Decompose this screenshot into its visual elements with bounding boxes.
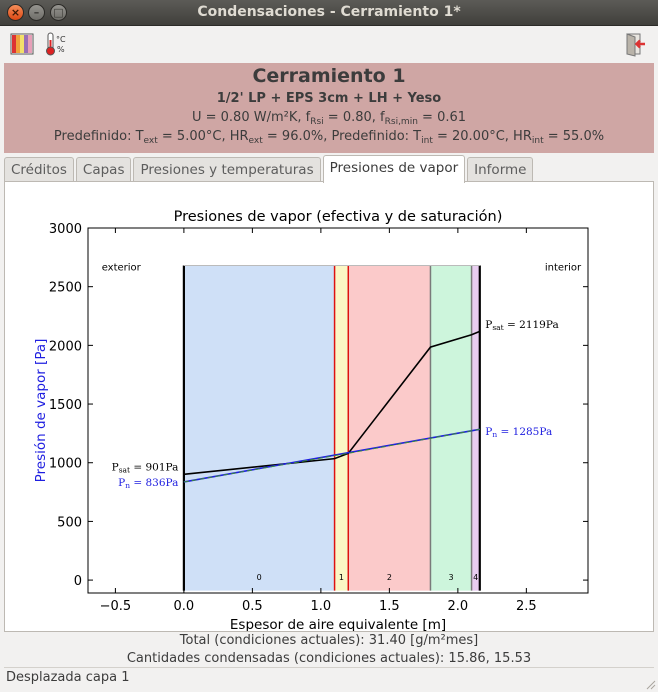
y-axis-label: Presión de vapor [Pa] bbox=[33, 339, 49, 483]
status-separator bbox=[4, 667, 654, 668]
annotation-psat_left: Psat = 901Pa bbox=[112, 461, 179, 474]
layer-label-0: 0 bbox=[257, 573, 262, 582]
annotation-pn_right: Pn = 1285Pa bbox=[485, 426, 552, 439]
close-icon[interactable]: × bbox=[7, 4, 24, 21]
svg-text:%: % bbox=[57, 45, 65, 54]
enclosure-composition: 1/2' LP + EPS 3cm + LH + Yeso bbox=[216, 91, 442, 106]
tab-presiones-vapor[interactable]: Presiones de vapor bbox=[322, 155, 466, 183]
annotation-pn_left: Pn = 836Pa bbox=[118, 477, 178, 490]
tab-bar: Créditos Capas Presiones y temperaturas … bbox=[4, 155, 535, 183]
resize-grip-icon[interactable] bbox=[644, 678, 656, 690]
tab-presiones-temperaturas[interactable]: Presiones y temperaturas bbox=[133, 157, 321, 183]
layer-band-3 bbox=[430, 265, 472, 591]
layer-band-4 bbox=[471, 265, 480, 591]
conditions-line: Predefinido: Text = 5.00°C, HRext = 96.0… bbox=[53, 129, 605, 146]
exterior-label: exterior bbox=[102, 262, 142, 273]
y-tick-label-5: 2500 bbox=[49, 281, 82, 296]
layer-label-4: 4 bbox=[473, 573, 478, 582]
x-tick-label-3: 1.0 bbox=[311, 599, 332, 614]
plot-frame bbox=[87, 227, 589, 594]
series-line-psat bbox=[183, 330, 481, 476]
y-tick-label-1: 500 bbox=[57, 515, 82, 530]
series-line-dashed bbox=[183, 428, 480, 483]
x-tick-label-5: 2.0 bbox=[448, 599, 469, 614]
condensed-amounts: Cantidades condensadas (condiciones actu… bbox=[126, 651, 532, 666]
chart-panel: Presiones de vapor (efectiva y de satura… bbox=[4, 181, 654, 633]
x-tick-label-4: 1.5 bbox=[379, 599, 400, 614]
chart-title: Presiones de vapor (efectiva y de satura… bbox=[174, 209, 503, 225]
status-text: Desplazada capa 1 bbox=[6, 670, 130, 685]
x-tick-label-0: −0.5 bbox=[100, 599, 132, 614]
layer-band-1 bbox=[334, 265, 349, 591]
tab-creditos[interactable]: Créditos bbox=[4, 157, 74, 183]
enclosure-title: Cerramiento 1 bbox=[252, 65, 406, 87]
svg-text:°C: °C bbox=[56, 35, 66, 44]
y-tick-label-0: 0 bbox=[74, 574, 82, 589]
y-tick-label-6: 3000 bbox=[49, 222, 82, 237]
thermometer-humidity-icon[interactable]: °C % bbox=[45, 31, 71, 57]
annotation-psat_right: Psat = 2119Pa bbox=[485, 319, 558, 332]
total-condensation: Total (condiciones actuales): 31.40 [g/m… bbox=[179, 633, 479, 648]
maximize-icon[interactable]: □ bbox=[50, 4, 67, 21]
x-tick-label-6: 2.5 bbox=[516, 599, 537, 614]
materials-colors-icon[interactable] bbox=[9, 31, 35, 57]
toolbar: °C % bbox=[0, 26, 658, 62]
enclosure-header: Cerramiento 1 1/2' LP + EPS 3cm + LH + Y… bbox=[4, 63, 654, 153]
y-tick-label-3: 1500 bbox=[49, 398, 82, 413]
y-tick-label-2: 1000 bbox=[49, 457, 82, 472]
tab-capas[interactable]: Capas bbox=[75, 157, 132, 183]
window-titlebar[interactable]: × – □ Condensaciones - Cerramiento 1* bbox=[0, 0, 658, 26]
x-tick-label-2: 0.5 bbox=[242, 599, 263, 614]
u-value-line: U = 0.80 W/m²K, fRsi = 0.80, fRsi,min = … bbox=[191, 110, 467, 127]
x-axis-label: Espesor de aire equivalente [m] bbox=[230, 617, 446, 631]
layer-band-0 bbox=[183, 265, 335, 591]
tab-informe[interactable]: Informe bbox=[467, 157, 534, 183]
vapor-pressure-chart: Presiones de vapor (efectiva y de satura… bbox=[33, 209, 589, 633]
layer-band-2 bbox=[348, 265, 431, 591]
window-title: Condensaciones - Cerramiento 1* bbox=[197, 4, 461, 20]
y-tick-label-4: 2000 bbox=[49, 339, 82, 354]
layer-label-3: 3 bbox=[448, 573, 453, 582]
layer-label-2: 2 bbox=[387, 573, 392, 582]
interior-label: interior bbox=[545, 262, 582, 273]
layer-label-1: 1 bbox=[339, 573, 344, 582]
minimize-icon[interactable]: – bbox=[28, 4, 45, 21]
exit-icon[interactable] bbox=[622, 31, 648, 57]
x-tick-label-1: 0.0 bbox=[174, 599, 195, 614]
